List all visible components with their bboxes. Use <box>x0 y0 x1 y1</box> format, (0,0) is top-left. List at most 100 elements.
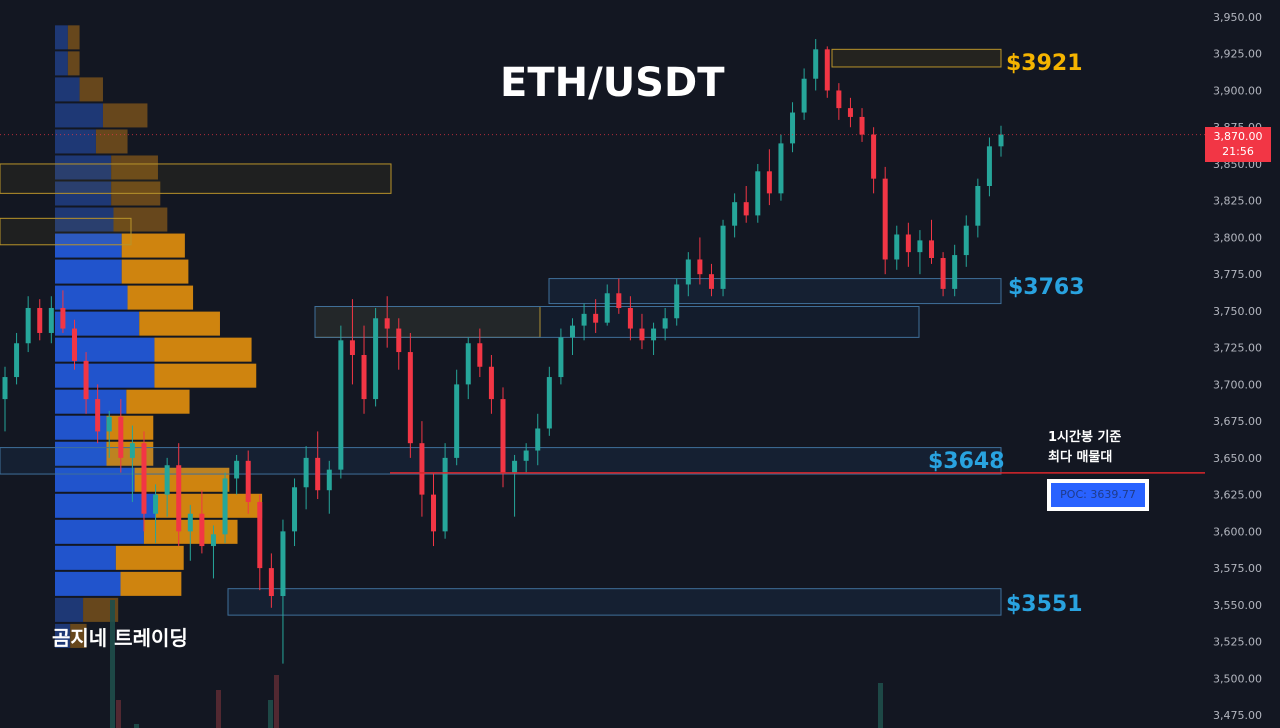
volume-profile-up-bar <box>55 259 122 284</box>
volume-profile-down-bar <box>111 155 158 180</box>
last-price-value: 3,870.00 <box>1213 130 1263 143</box>
candle-body <box>523 450 529 461</box>
zone-label-3921: $3921 <box>1006 51 1083 76</box>
candle-body <box>720 225 726 289</box>
candle-body <box>465 343 471 385</box>
candle-body <box>593 313 599 323</box>
candle-body <box>2 377 8 400</box>
volume-profile-up-bar <box>55 77 80 102</box>
volume-profile-up-bar <box>55 233 122 258</box>
candle-body <box>361 355 367 400</box>
volume-profile-down-bar <box>139 311 220 336</box>
poc-note-line-2: 최다 매물대 <box>1048 450 1113 465</box>
y-tick-label: 3,725.00 <box>1213 342 1262 355</box>
candle-body <box>697 259 703 275</box>
level-zone-3763 <box>548 278 1002 305</box>
volume-profile-up-bar <box>55 207 114 232</box>
y-tick-label: 3,550.00 <box>1213 599 1262 612</box>
volume-profile-up-bar <box>55 597 84 622</box>
candle-body <box>766 171 772 194</box>
candle-body <box>905 234 911 253</box>
candle-body <box>118 416 124 458</box>
volume-profile-up-bar <box>55 519 144 544</box>
volume-profile-up-bar <box>55 623 71 648</box>
candle-body <box>222 478 228 535</box>
candle-body <box>616 293 622 308</box>
candle-body <box>14 343 20 378</box>
candle-body <box>604 293 610 323</box>
volume-profile-down-bar <box>67 25 80 50</box>
candle-body <box>396 328 402 353</box>
volume-profile-up-bar <box>55 493 156 518</box>
candle-body <box>535 428 541 451</box>
volume-bar <box>274 675 279 728</box>
candle-body <box>187 513 193 532</box>
volume-bar <box>216 690 221 728</box>
candle-body <box>268 568 274 597</box>
volume-profile-down-bar <box>120 571 182 596</box>
candle-body <box>512 460 518 473</box>
candle-body <box>940 258 946 289</box>
historical-zone <box>314 306 920 338</box>
historical-zone <box>0 163 392 194</box>
y-tick-label: 3,950.00 <box>1213 11 1262 24</box>
y-tick-label: 3,925.00 <box>1213 48 1262 61</box>
candle-body <box>685 259 691 285</box>
candle-body <box>153 494 159 514</box>
poc-note-line-1: 1시간봉 기준 <box>1048 430 1122 445</box>
volume-profile-down-bar <box>155 493 263 518</box>
candle-body <box>431 494 437 532</box>
volume-profile-up-bar <box>55 51 68 76</box>
volume-profile-down-bar <box>106 415 154 440</box>
volume-bar <box>878 683 883 728</box>
candle-body <box>836 90 842 109</box>
volume-profile-up-bar <box>55 103 103 128</box>
candle-body <box>929 240 935 259</box>
y-tick-label: 3,700.00 <box>1213 378 1262 391</box>
volume-profile-down-bar <box>79 77 103 102</box>
candle-body <box>917 240 923 253</box>
volume-profile-up-bar <box>55 155 112 180</box>
candle-body <box>477 343 483 367</box>
volume-profile-down-bar <box>154 337 252 362</box>
candle-body <box>106 416 112 432</box>
candle-body <box>813 49 819 79</box>
candle-body <box>975 186 981 226</box>
zone-label-3551: $3551 <box>1006 592 1083 617</box>
y-tick-label: 3,650.00 <box>1213 452 1262 465</box>
candle-body <box>998 134 1004 147</box>
volume-profile-down-bar <box>127 285 194 310</box>
candle-body <box>708 274 714 289</box>
candle-body <box>986 146 992 187</box>
volume-profile-down-bar <box>113 207 168 232</box>
volume-profile-down-bar <box>121 233 185 258</box>
candle-body <box>326 469 332 491</box>
last-price-tag[interactable]: 3,870.00 21:56 <box>1205 127 1271 162</box>
poc-label-box: POC: 3639.77 <box>1047 479 1149 511</box>
candle-body <box>129 443 135 458</box>
candle-body <box>801 78 807 113</box>
volume-profile-down-bar <box>95 129 128 154</box>
y-tick-label: 3,800.00 <box>1213 231 1262 244</box>
y-tick-label: 3,500.00 <box>1213 672 1262 685</box>
candle-body <box>963 225 969 256</box>
candle-body <box>558 337 564 378</box>
volume-profile-down-bar <box>126 389 190 414</box>
volume-profile-up-bar <box>55 571 121 596</box>
y-tick-label: 3,475.00 <box>1213 709 1262 722</box>
y-tick-label: 3,900.00 <box>1213 84 1262 97</box>
volume-profile-down-bar <box>67 51 80 76</box>
zone-label-3763: $3763 <box>1008 275 1085 300</box>
y-tick-label: 3,825.00 <box>1213 195 1262 208</box>
candle-body <box>48 307 54 333</box>
volume-bar <box>110 600 115 728</box>
candle-body <box>442 457 448 532</box>
candle-body <box>407 352 413 444</box>
candle-body <box>83 360 89 400</box>
y-tick-label: 3,600.00 <box>1213 525 1262 538</box>
y-tick-label: 3,625.00 <box>1213 489 1262 502</box>
candle-body <box>245 460 251 502</box>
candle-body <box>71 328 77 361</box>
candle-body <box>651 328 657 341</box>
